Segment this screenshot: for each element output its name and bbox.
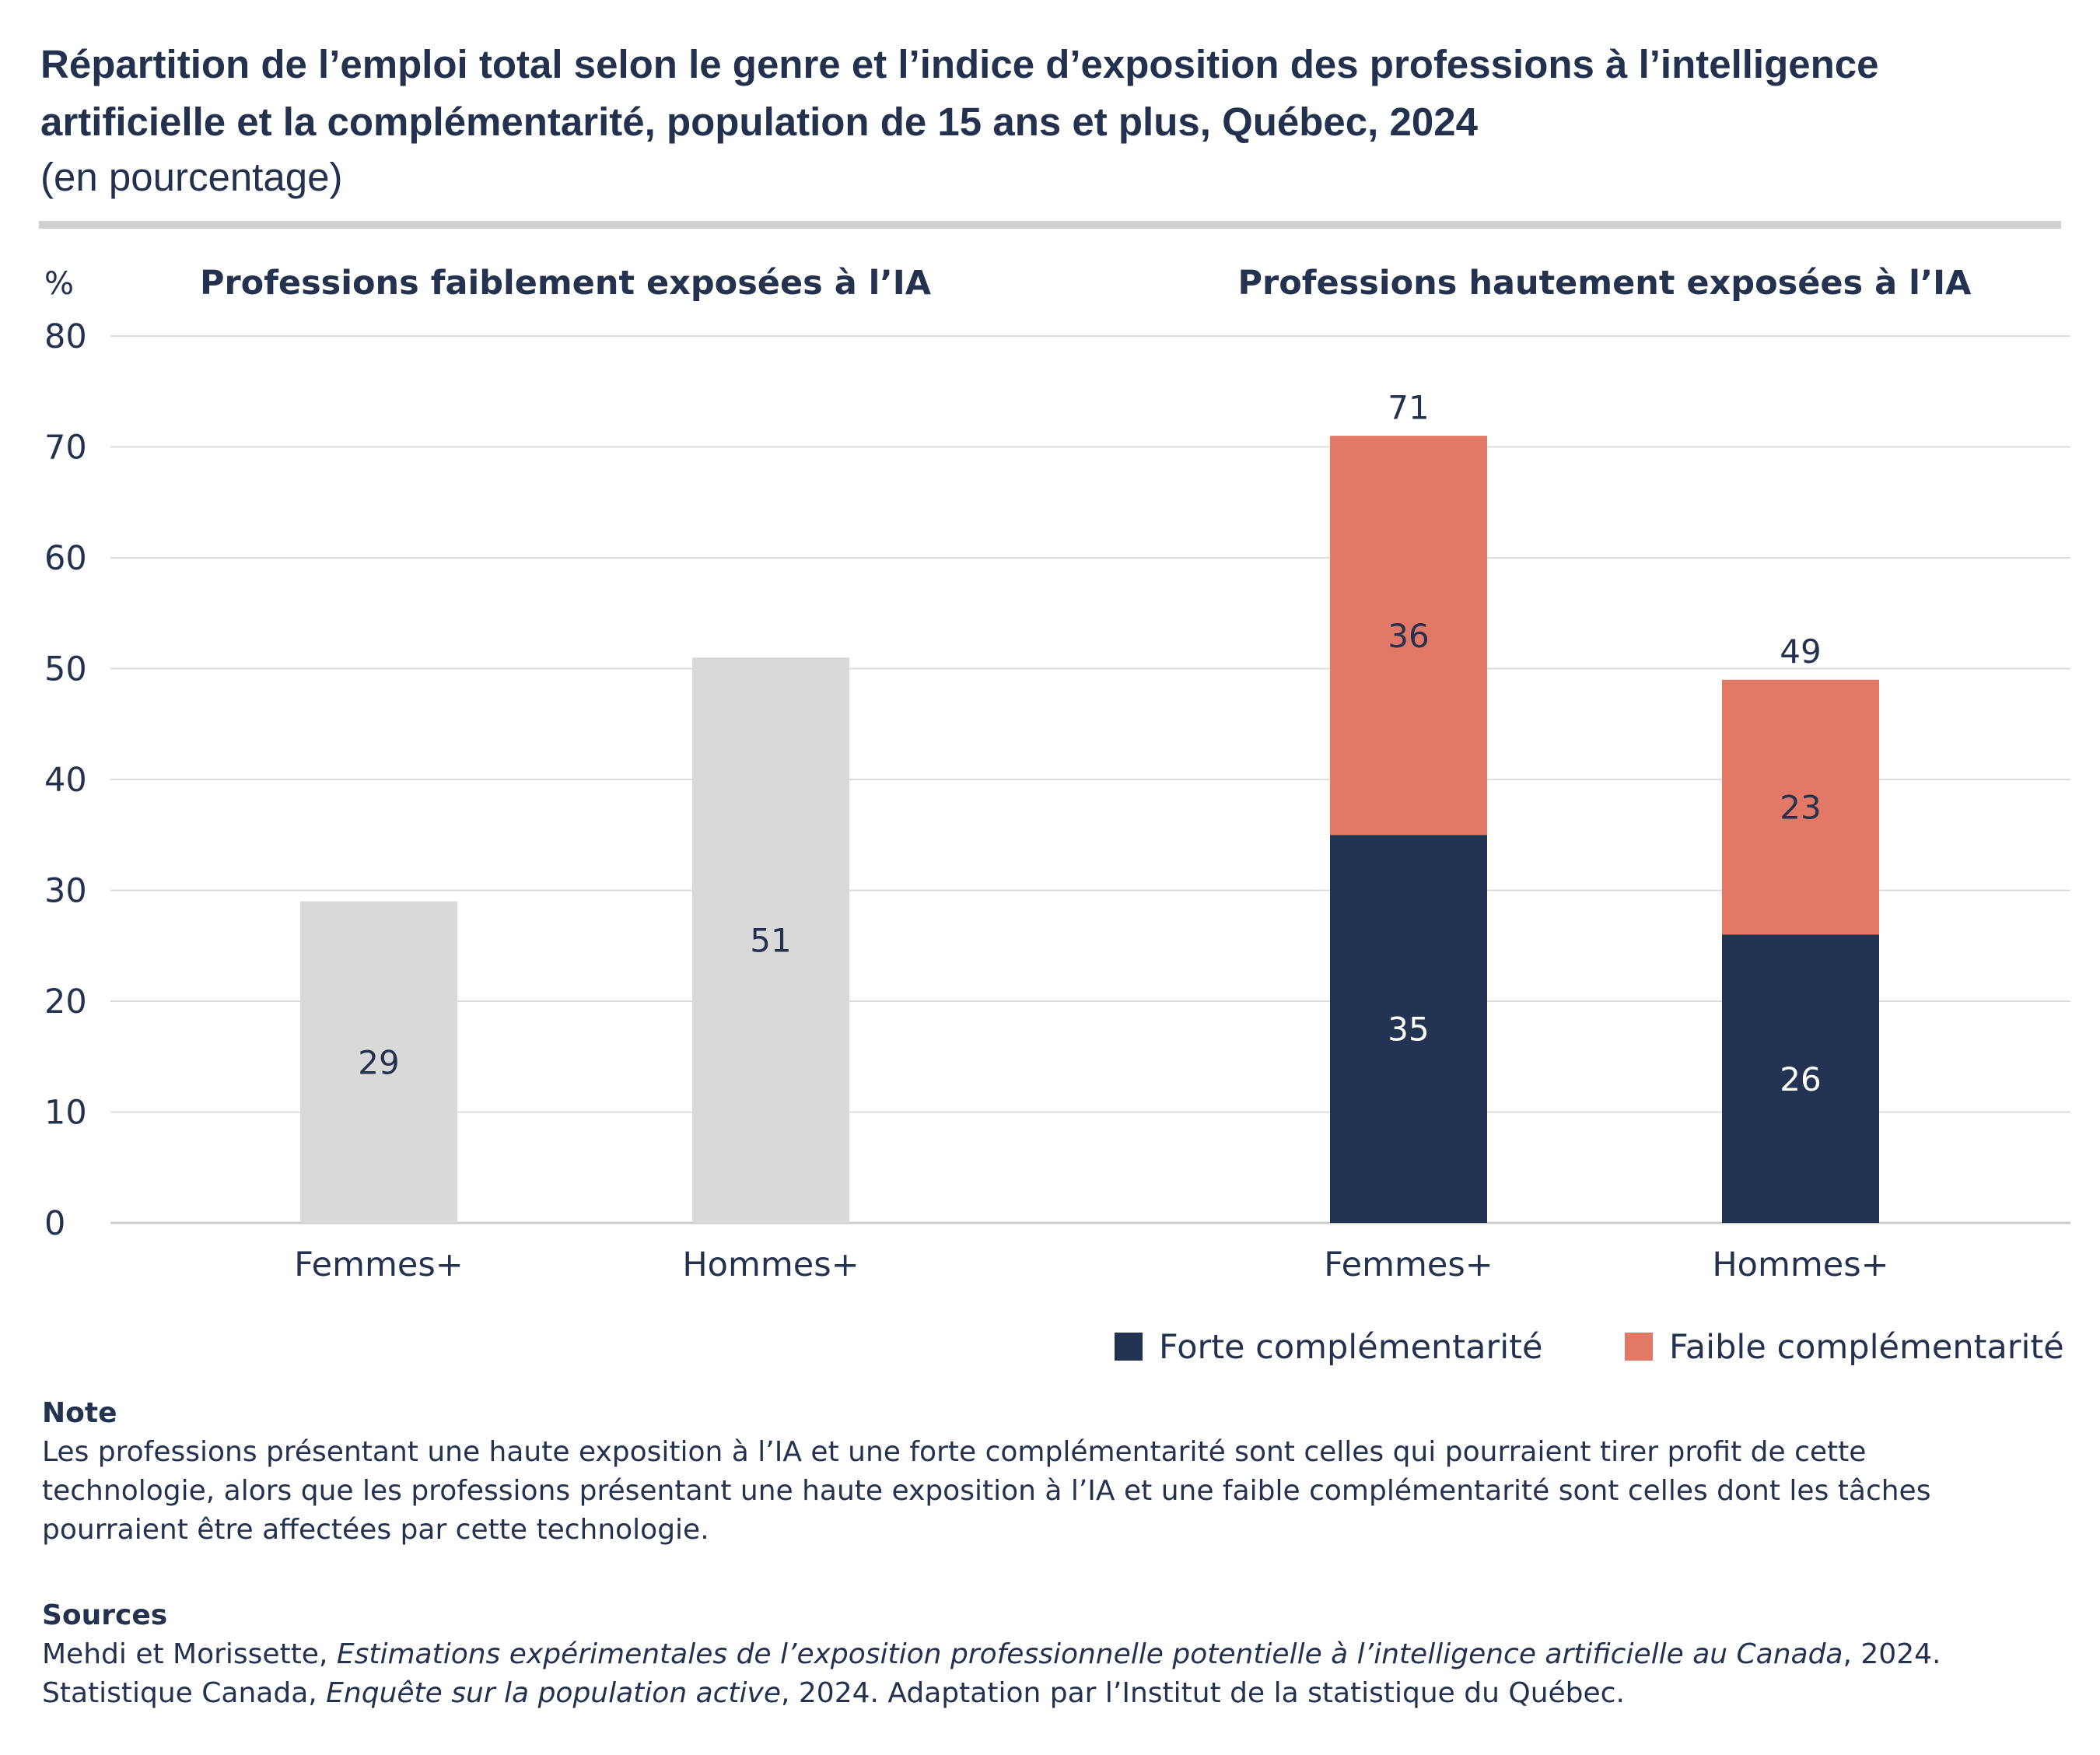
x-tick-label: Femmes+: [294, 1245, 464, 1284]
source-line-1: Mehdi et Morissette, Estimations expérim…: [42, 1635, 2033, 1674]
bar: [300, 901, 457, 1223]
legend-swatch: [1625, 1333, 1653, 1361]
chart-subtitle: (en pourcentage): [40, 155, 343, 199]
y-tick-label: 80: [44, 317, 87, 356]
note-section: Note Les professions présentant une haut…: [42, 1394, 2033, 1550]
source-1-authors: Mehdi et Morissette,: [42, 1638, 337, 1670]
x-tick-label: Hommes+: [682, 1245, 859, 1284]
y-axis-label: %: [44, 266, 74, 302]
y-tick-label: 0: [44, 1204, 65, 1243]
stacked-bar-segment: [1330, 436, 1487, 835]
data-label: 35: [1388, 1011, 1429, 1049]
stacked-bar-segment: [1722, 934, 1879, 1223]
data-label: 51: [750, 922, 791, 960]
y-tick-label: 30: [44, 872, 87, 911]
x-tick-label: Femmes+: [1324, 1245, 1493, 1284]
y-tick-label: 50: [44, 650, 87, 689]
stacked-bar-segment: [1722, 679, 1879, 935]
note-heading: Note: [42, 1397, 117, 1429]
legend-label: Forte complémentarité: [1159, 1328, 1542, 1367]
source-2-title: Enquête sur la population active: [326, 1677, 781, 1709]
panel-title: Professions faiblement exposées à l’IA: [200, 264, 932, 303]
source-2-suffix: , 2024. Adaptation par l’Institut de la …: [781, 1677, 1625, 1709]
stacked-bar-segment: [1330, 835, 1487, 1223]
x-tick-label: Hommes+: [1712, 1245, 1888, 1284]
data-label: 23: [1780, 789, 1821, 827]
data-label: 26: [1780, 1060, 1821, 1098]
source-1-title: Estimations expérimentales de l’expositi…: [336, 1638, 1843, 1670]
y-tick-label: 20: [44, 983, 87, 1021]
sources-section: Sources Mehdi et Morissette, Estimations…: [42, 1596, 2033, 1713]
total-label: 71: [1388, 388, 1429, 426]
panel-title: Professions hautement exposées à l’IA: [1238, 264, 1972, 303]
y-tick-label: 70: [44, 429, 87, 468]
bar: [692, 657, 849, 1223]
sources-heading: Sources: [42, 1599, 168, 1631]
total-label: 49: [1780, 632, 1821, 671]
y-tick-label: 60: [44, 539, 87, 578]
note-text: Les professions présentant une haute exp…: [42, 1436, 1931, 1546]
data-label: 36: [1388, 617, 1429, 655]
header-rule: [39, 221, 2061, 229]
data-label: 29: [358, 1043, 399, 1081]
bar-chart: 0 10 20 30 40 50 60 70 80% Professions faiblement…: [44, 264, 2070, 1367]
y-tick-label: 40: [44, 761, 87, 800]
source-line-2: Statistique Canada, Enquête sur la popul…: [42, 1674, 2033, 1713]
source-2-author: Statistique Canada,: [42, 1677, 327, 1709]
legend-swatch: [1115, 1333, 1143, 1361]
legend-label: Faible complémentarité: [1669, 1328, 2064, 1367]
source-1-year: , 2024.: [1843, 1638, 1941, 1670]
chart-title: Répartition de l’emploi total selon le g…: [40, 42, 1879, 144]
y-tick-label: 10: [44, 1094, 87, 1133]
